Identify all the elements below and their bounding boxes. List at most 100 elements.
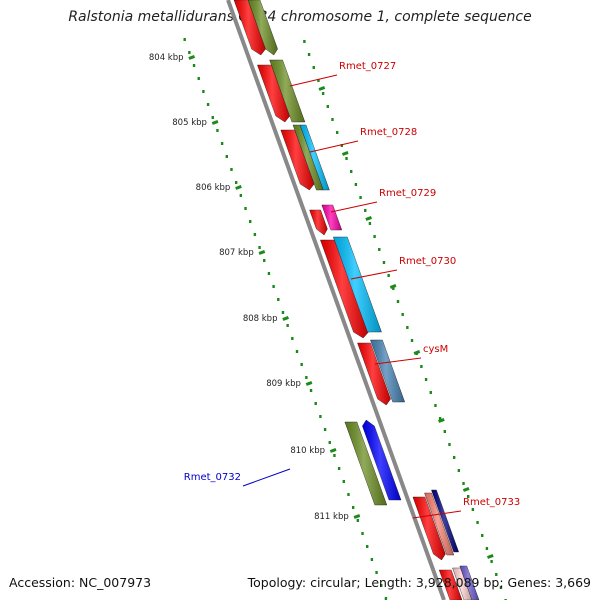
ruler-dot: [234, 181, 238, 184]
ruler-dot: [366, 545, 369, 548]
ruler-dot: [281, 311, 285, 314]
ruler-dot: [305, 376, 308, 379]
ruler-dot: [197, 77, 200, 80]
ruler-dot: [452, 456, 456, 459]
guide-tick: [486, 554, 494, 559]
ruler-dot: [490, 560, 493, 563]
ruler-dot: [286, 324, 289, 327]
ruler-dot: [375, 571, 378, 574]
ruler-dot: [291, 337, 294, 340]
gene-block-shade: [362, 420, 401, 500]
ruler-dot: [312, 66, 315, 69]
ruler-tick: [235, 185, 242, 190]
ruler-dot: [230, 168, 233, 171]
ruler-dot: [471, 508, 475, 511]
ruler-dot: [188, 51, 191, 54]
ruler-dot: [387, 274, 390, 277]
ruler-dot: [410, 339, 414, 342]
gene-block-shade: [321, 205, 342, 230]
cds-block-shade: [257, 65, 290, 122]
ruler-dot: [378, 248, 381, 251]
ruler-dot: [319, 415, 322, 418]
topology-stats-text: Topology: circular; Length: 3,928,089 bp…: [247, 575, 591, 590]
gene-block-shade: [333, 237, 382, 332]
gene-block-shade: [344, 422, 387, 505]
ruler-dot: [364, 209, 367, 212]
gene-block-shade: [293, 125, 324, 190]
ruler-tick: [329, 448, 337, 453]
guide-tick: [318, 86, 326, 91]
ruler-dot: [434, 404, 437, 407]
ruler-dot: [476, 521, 479, 524]
ruler-tick: [188, 55, 196, 60]
gene-block-shade: [248, 0, 278, 55]
ruler-dot: [420, 365, 423, 368]
ruler-dot: [356, 519, 360, 522]
ruler-dot: [361, 532, 364, 535]
gene-block-shade: [424, 493, 454, 555]
ruler-dot: [373, 235, 376, 238]
ruler-dot: [326, 105, 329, 108]
ruler-tick-label: 810 kbp: [290, 446, 325, 456]
ruler-tick-label: 809 kbp: [266, 379, 301, 389]
ruler-tick-label: 804 kbp: [149, 53, 184, 63]
ruler-dot: [317, 79, 320, 82]
guide-tick: [413, 350, 421, 355]
gene-label-leader: [242, 468, 291, 487]
ruler-dot: [368, 222, 372, 225]
ruler-dot: [335, 131, 339, 134]
ruler-dot: [328, 441, 331, 444]
ruler-dot: [342, 480, 345, 483]
ruler-dot: [263, 259, 266, 262]
ruler-tick-label: 806 kbp: [196, 183, 231, 193]
cds-block-shade: [357, 343, 391, 405]
ruler-dot: [337, 467, 341, 470]
cds-block-shade: [439, 570, 462, 600]
ruler-dot: [323, 428, 327, 431]
ruler-dot: [424, 378, 428, 381]
guide-tick: [438, 418, 445, 423]
ruler-dot: [277, 298, 280, 301]
ruler-tick-label: 805 kbp: [172, 118, 207, 128]
ruler-dot: [239, 194, 243, 197]
cds-block-shade: [280, 130, 315, 190]
gene-labels: Rmet_0727 Rmet_0728 Rmet_0729 Rmet_0730 cysM…: [184, 61, 520, 519]
ruler-dot: [462, 482, 465, 485]
gene-label: Rmet_0729: [379, 188, 436, 199]
gene-label: cysM: [423, 344, 448, 355]
ruler-dot: [253, 233, 257, 236]
gene-label: Rmet_0727: [339, 61, 396, 72]
ruler-dot: [216, 129, 219, 132]
ruler-dot: [314, 402, 317, 405]
ruler-dot: [443, 430, 446, 433]
ruler-dot: [192, 64, 196, 67]
ruler-tick: [258, 250, 266, 255]
cds-block-shade: [412, 497, 446, 560]
gene-block-shade: [370, 340, 405, 402]
kbp-ruler: 804 kbp 805 kbp 806 kbp 807 kbp 808 kbp 809 k…: [149, 38, 507, 600]
ruler-dot: [295, 350, 299, 353]
ruler-dot: [485, 547, 489, 550]
ruler-dot: [267, 272, 271, 275]
ruler-dot: [307, 53, 311, 56]
map-title: Ralstonia metallidurans CH34 chromosome …: [68, 9, 532, 25]
ruler-dot: [350, 170, 353, 173]
ruler-dot: [333, 454, 336, 457]
ruler-dot: [359, 196, 362, 199]
gene-label: Rmet_0728: [360, 127, 417, 138]
guide-tick: [462, 487, 470, 492]
gene-block-shade: [459, 566, 479, 600]
ruler-tick-label: 811 kbp: [314, 512, 349, 522]
ruler-dot: [202, 90, 205, 93]
gene-label: Rmet_0730: [399, 256, 456, 267]
ruler-dot: [249, 220, 252, 223]
gene-label-leader: [350, 269, 398, 280]
ruler-dot: [272, 285, 275, 288]
ruler-dot: [380, 584, 383, 587]
feature-track: [233, 0, 480, 600]
guide-tick: [365, 216, 372, 221]
gene-label-leader: [330, 201, 378, 213]
ruler-dot: [406, 326, 409, 329]
ruler-dot: [382, 261, 386, 264]
ruler-dot: [244, 207, 247, 210]
